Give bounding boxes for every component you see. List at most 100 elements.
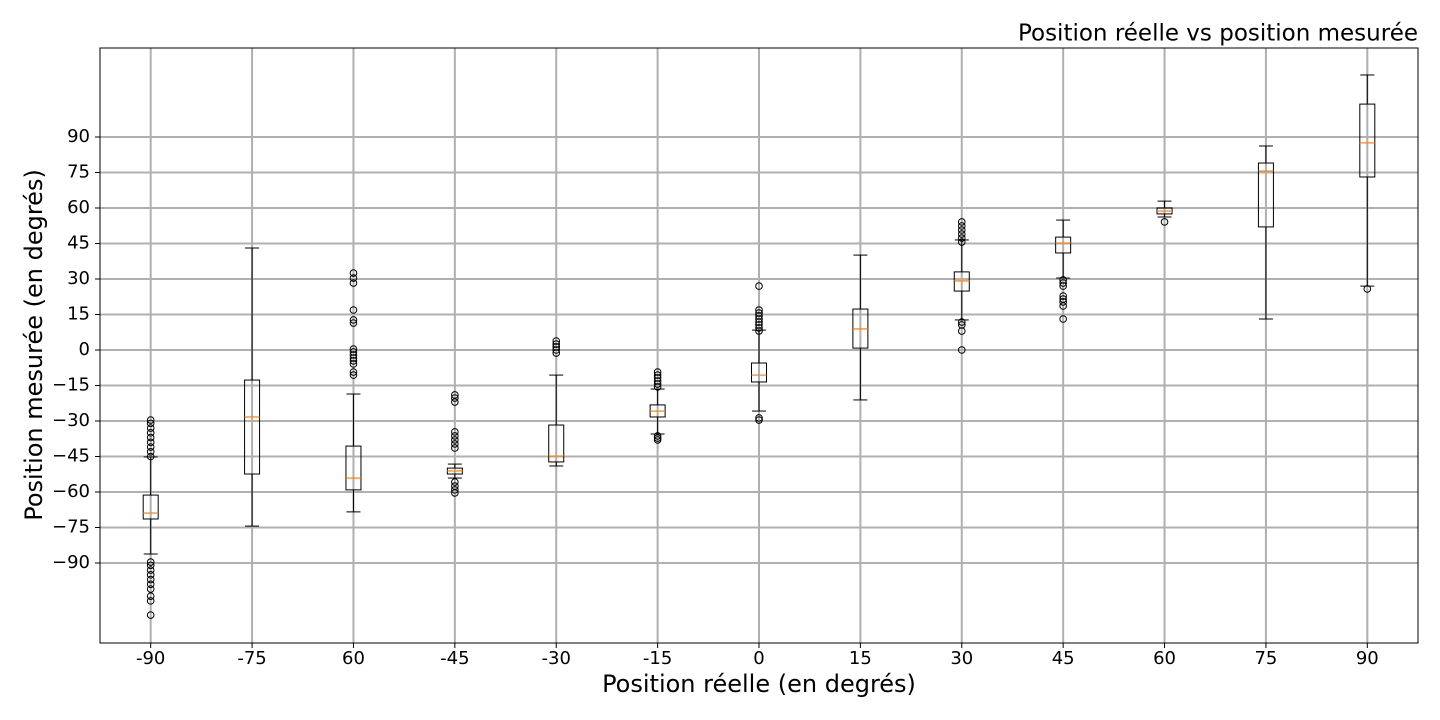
outlier: [146, 566, 155, 574]
x-tick-label: 0: [753, 648, 764, 669]
outlier: [146, 438, 155, 447]
outlier: [146, 433, 155, 442]
outlier: [451, 478, 459, 486]
outlier: [146, 580, 155, 589]
box: [244, 379, 261, 475]
y-tick-label: 75: [67, 161, 90, 182]
outlier: [451, 432, 459, 440]
x-tick-label: 15: [849, 648, 872, 669]
outlier: [1059, 279, 1067, 287]
outlier: [349, 360, 358, 368]
outlier: [146, 571, 155, 579]
outlier: [552, 340, 561, 348]
outlier: [349, 354, 358, 362]
outlier: [1059, 282, 1067, 290]
x-tick-label: 60: [342, 648, 365, 669]
outlier: [349, 371, 358, 379]
outlier: [451, 428, 459, 436]
outlier: [653, 371, 662, 379]
outlier: [957, 346, 966, 354]
x-tick-label: -45: [440, 648, 469, 669]
outlier: [349, 368, 358, 376]
outlier: [957, 238, 966, 246]
y-tick-label: −60: [52, 481, 90, 502]
outlier: [146, 443, 155, 451]
x-tick-label: 90: [1356, 648, 1379, 669]
x-tick-label: 30: [950, 648, 973, 669]
outlier: [957, 230, 966, 238]
outlier: [755, 309, 763, 317]
outlier: [349, 319, 358, 327]
x-tick-label: 45: [1052, 648, 1075, 669]
outlier: [451, 436, 459, 444]
outlier: [451, 444, 459, 452]
y-tick-label: −75: [52, 517, 90, 538]
outlier: [451, 398, 459, 406]
outlier: [755, 324, 763, 332]
outlier: [653, 383, 662, 391]
outlier: [349, 345, 358, 353]
outlier: [653, 436, 662, 444]
outlier: [349, 357, 358, 365]
outlier: [146, 561, 155, 570]
outlier: [146, 592, 155, 600]
outlier: [451, 391, 459, 399]
box: [751, 362, 767, 383]
outlier: [755, 282, 763, 290]
outlier: [146, 452, 155, 461]
box: [1257, 162, 1274, 228]
x-tick-label: -30: [542, 648, 571, 669]
x-tick-label: -75: [237, 648, 266, 669]
outlier: [552, 337, 561, 345]
outlier: [349, 316, 358, 324]
outlier: [451, 394, 459, 402]
outlier: [653, 377, 662, 385]
outlier: [1059, 315, 1067, 323]
x-tick-label: 60: [1153, 648, 1176, 669]
box: [1055, 236, 1072, 254]
outlier: [957, 218, 966, 226]
outlier: [1059, 292, 1067, 300]
outlier: [957, 318, 966, 326]
x-tick-label: 75: [1254, 648, 1277, 669]
outlier: [146, 558, 155, 566]
outlier: [755, 315, 763, 323]
outlier: [146, 575, 155, 584]
outlier: [1363, 285, 1372, 293]
outlier: [552, 346, 561, 354]
y-tick-label: 90: [67, 126, 90, 147]
y-tick-label: −15: [52, 374, 90, 395]
outlier: [349, 279, 358, 287]
y-axis-label: Position mesurée (en degrés): [20, 169, 48, 521]
outlier: [957, 234, 966, 242]
outlier: [1059, 302, 1067, 310]
outlier: [755, 318, 763, 326]
outlier: [653, 380, 662, 388]
outlier: [451, 440, 459, 448]
outlier: [349, 274, 358, 282]
outlier: [755, 414, 763, 422]
outlier: [653, 432, 662, 440]
outlier: [653, 434, 662, 442]
outlier: [146, 429, 155, 437]
x-tick-label: -90: [136, 648, 165, 669]
outlier: [349, 269, 358, 277]
outlier: [1160, 218, 1169, 226]
outlier: [957, 327, 966, 335]
outlier: [146, 447, 155, 456]
outlier: [146, 419, 155, 428]
y-tick-label: 0: [79, 339, 90, 360]
x-axis-label: Position réelle (en degrés): [602, 670, 916, 698]
outlier: [146, 597, 155, 605]
box: [142, 494, 159, 520]
outlier: [146, 585, 155, 593]
y-tick-label: −45: [52, 446, 90, 467]
outlier: [755, 306, 763, 314]
y-tick-label: 30: [67, 268, 90, 289]
y-tick-label: 60: [67, 197, 90, 218]
y-tick-label: 45: [67, 232, 90, 253]
outlier: [755, 327, 763, 335]
outlier: [146, 611, 155, 619]
y-tick-label: 15: [67, 303, 90, 324]
